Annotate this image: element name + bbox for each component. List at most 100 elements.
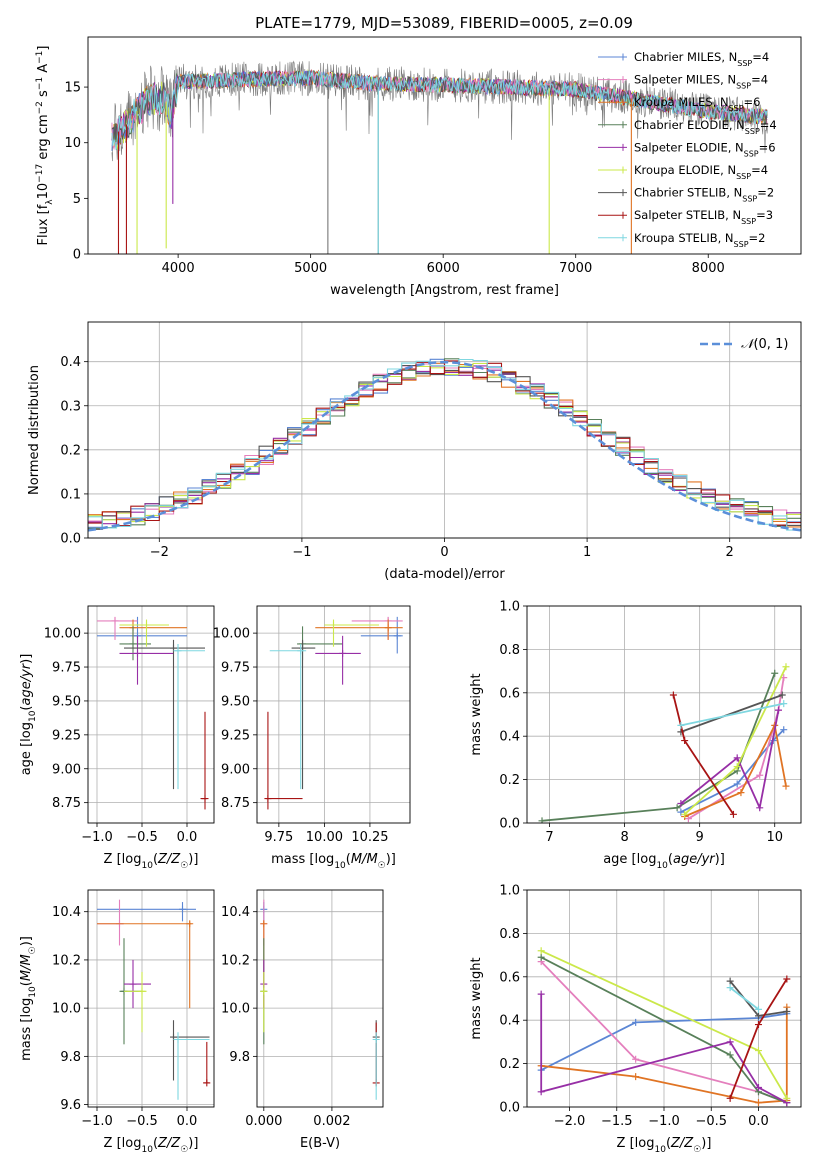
data-point-marker xyxy=(186,920,194,928)
data-point-marker xyxy=(264,795,272,803)
data-point-marker xyxy=(756,771,764,779)
x-tick-label: 7000 xyxy=(559,261,592,276)
data-point-marker xyxy=(179,905,186,913)
y-tick-label: 1.0 xyxy=(499,884,520,899)
y-tick-label: 9.8 xyxy=(229,1050,250,1065)
x-tick-label: −1.0 xyxy=(648,1114,680,1129)
data-point-marker xyxy=(537,990,545,998)
spectrum-legend: Chabrier MILES, NSSP=4 Salpeter MILES, NS… xyxy=(598,50,777,248)
y-tick-label: 9.50 xyxy=(52,694,81,709)
data-point-marker xyxy=(201,795,209,803)
y-tick-label: 0.4 xyxy=(499,1014,520,1029)
x-axis-label: mass [log10(M/M☉)] xyxy=(271,852,396,871)
data-point-marker xyxy=(330,621,337,629)
x-tick-label: 10 xyxy=(766,830,783,845)
y-tick-label: 0.2 xyxy=(60,443,81,458)
series-line xyxy=(541,672,776,822)
series-line xyxy=(680,702,784,727)
y-tick-label: 15 xyxy=(64,81,81,96)
x-tick-label: −1.5 xyxy=(601,1114,633,1129)
x-tick-label: 2 xyxy=(726,545,734,560)
x-tick-label: 10.25 xyxy=(351,830,388,845)
y-axis-label: age [log10(age/yr)] xyxy=(19,654,38,776)
legend-label-salpeter-elodie: Salpeter ELODIE, NSSP=6 xyxy=(634,140,776,158)
point-chabrier-elodie xyxy=(297,626,343,661)
series-line xyxy=(540,1012,787,1071)
legend-label-kroupa-miles: Kroupa MILES, NSSP=6 xyxy=(634,95,760,113)
x-tick-label: 0.000 xyxy=(245,1114,282,1129)
point-salpeter-miles xyxy=(351,616,403,640)
series-line xyxy=(680,710,780,811)
plot-area xyxy=(537,947,791,1107)
y-tick-label: 0.0 xyxy=(499,817,520,832)
y-axis-label: mass [log10(M/M☉)] xyxy=(19,936,38,1061)
y-tick-label: 0.1 xyxy=(60,487,81,502)
point-kroupa-elodie xyxy=(260,971,268,1033)
point-chabrier-miles xyxy=(360,616,403,654)
point-kroupa-elodie xyxy=(324,619,380,647)
data-point-marker xyxy=(677,808,685,816)
plot-area xyxy=(97,616,209,810)
point-chabrier-stelib xyxy=(291,639,316,790)
data-point-marker xyxy=(138,987,146,995)
panel-age_vs_mass: 9.75 10.00 10.25 8.75 9.00 9.25 9.50 9.75 10.00 m… xyxy=(213,605,411,871)
y-tick-label: 9.50 xyxy=(221,694,250,709)
point-kroupa-elodie xyxy=(124,971,147,1033)
data-point-marker xyxy=(393,632,401,640)
legend-label-kroupa-stelib: Kroupa STELIB, NSSP=2 xyxy=(634,231,765,249)
residual-histogram-kroupa-stelib xyxy=(88,358,801,531)
data-point-marker xyxy=(754,1005,762,1013)
point-kroupa-stelib xyxy=(173,643,205,790)
y-tick-label: 9.8 xyxy=(60,1050,81,1065)
data-point-marker xyxy=(129,980,137,988)
x-axis-label: (data-model)/error xyxy=(384,567,505,582)
plot-area xyxy=(264,616,403,810)
y-tick-label: 10.2 xyxy=(221,953,250,968)
x-tick-label: 8000 xyxy=(692,261,725,276)
panel-mass_vs_ebv: 0.000 0.002 9.8 10.0 10.2 10.4 E(B-V) xyxy=(221,889,384,1151)
data-point-marker xyxy=(780,726,788,734)
y-axis-label: Flux [fλ10−17 erg cm−2 s−1 A−1] xyxy=(35,46,55,246)
y-tick-label: 0.2 xyxy=(499,773,520,788)
axes-frame xyxy=(256,605,411,824)
data-point-marker xyxy=(726,984,734,992)
data-point-marker xyxy=(297,647,305,655)
point-chabrier-miles xyxy=(97,902,196,922)
model-spectrum-kroupa-stelib xyxy=(111,70,768,151)
y-tick-label: 0.6 xyxy=(499,686,520,701)
data-point-marker xyxy=(537,953,545,961)
plot-area xyxy=(538,663,790,823)
y-tick-label: 10 xyxy=(64,136,81,151)
axes-frame xyxy=(87,889,215,1108)
plot-area xyxy=(97,899,211,1100)
point-salpeter-elodie xyxy=(124,959,151,1009)
y-tick-label: 8.75 xyxy=(221,796,250,811)
y-tick-label: 10.00 xyxy=(213,627,250,642)
data-point-marker xyxy=(632,1018,640,1026)
legend-label-kroupa-elodie: Kroupa ELODIE, NSSP=4 xyxy=(634,163,768,181)
x-tick-label: −0.5 xyxy=(126,1114,158,1129)
x-tick-label: −2 xyxy=(150,545,169,560)
data-point-marker xyxy=(143,621,150,629)
point-kroupa-stelib xyxy=(269,643,307,790)
data-point-marker xyxy=(726,1094,734,1102)
data-point-marker xyxy=(677,721,685,729)
series-salpeter-elodie xyxy=(677,706,782,812)
y-tick-label: 9.75 xyxy=(52,661,81,676)
data-point-marker xyxy=(780,700,788,708)
x-tick-label: 5000 xyxy=(294,261,327,276)
data-point-marker xyxy=(203,1079,211,1087)
y-axis-label: mass weight xyxy=(469,673,484,755)
data-point-marker xyxy=(726,1051,734,1059)
series-salpeter-stelib xyxy=(726,975,791,1102)
y-tick-label: 8.75 xyxy=(52,796,81,811)
point-salpeter-stelib xyxy=(200,711,209,810)
y-tick-label: 9.00 xyxy=(52,762,81,777)
panel-residuals: −2 −1 0 1 2 0.0 0.1 0.2 0.3 0.4 𝒩(0, 1) (data-model… xyxy=(27,321,802,582)
x-tick-label: −1.0 xyxy=(81,830,113,845)
data-point-marker xyxy=(733,754,741,762)
y-tick-label: 10.2 xyxy=(52,953,81,968)
series-line xyxy=(684,722,787,818)
data-point-marker xyxy=(754,1099,762,1107)
y-tick-label: 1.0 xyxy=(499,600,520,615)
